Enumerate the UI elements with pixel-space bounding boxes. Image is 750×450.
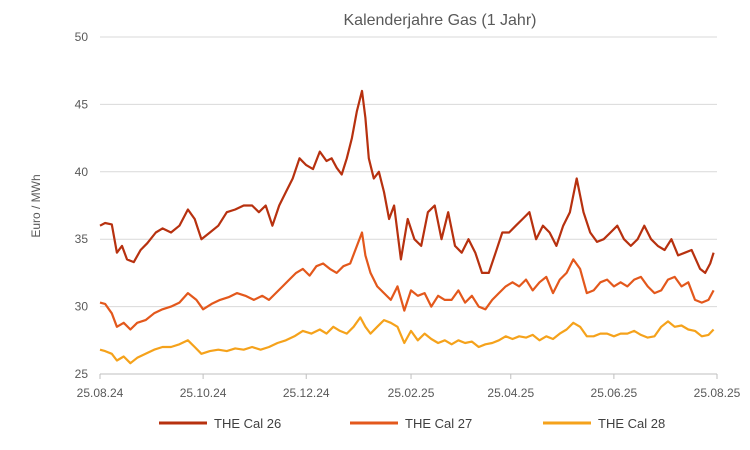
x-tick-label: 25.04.25	[487, 386, 534, 400]
y-tick-label: 30	[75, 300, 89, 314]
series-line-3	[99, 316, 715, 365]
legend-label: THE Cal 28	[598, 416, 665, 431]
legend-label: THE Cal 26	[214, 416, 281, 431]
legend: THE Cal 26 THE Cal 27 THE Cal 28	[159, 416, 665, 431]
x-tick-label: 25.08.24	[77, 386, 124, 400]
y-tick-label: 45	[75, 97, 89, 111]
x-tick-label: 25.06.25	[591, 386, 638, 400]
series-lines	[99, 89, 715, 365]
legend-label: THE Cal 27	[405, 416, 472, 431]
x-tick-label: 25.08.25	[694, 386, 741, 400]
x-axis: 25.08.24 25.10.24 25.12.24 25.02.25 25.04.25…	[77, 373, 741, 400]
x-tick-label: 25.10.24	[180, 386, 227, 400]
chart-title: Kalenderjahre Gas (1 Jahr)	[344, 12, 537, 29]
x-tick-label: 25.12.24	[283, 386, 330, 400]
y-tick-label: 50	[75, 30, 89, 44]
y-tick-label: 40	[75, 165, 89, 179]
gridlines	[100, 36, 717, 308]
y-axis-label: Euro / MWh	[29, 174, 43, 237]
y-tick-label: 35	[75, 232, 89, 246]
y-tick-label: 25	[75, 367, 89, 381]
x-tick-label: 25.02.25	[388, 386, 435, 400]
series-line-2	[99, 231, 715, 331]
series-line-1	[99, 89, 715, 274]
y-axis-ticks: 25 30 35 40 45 50	[75, 30, 89, 381]
